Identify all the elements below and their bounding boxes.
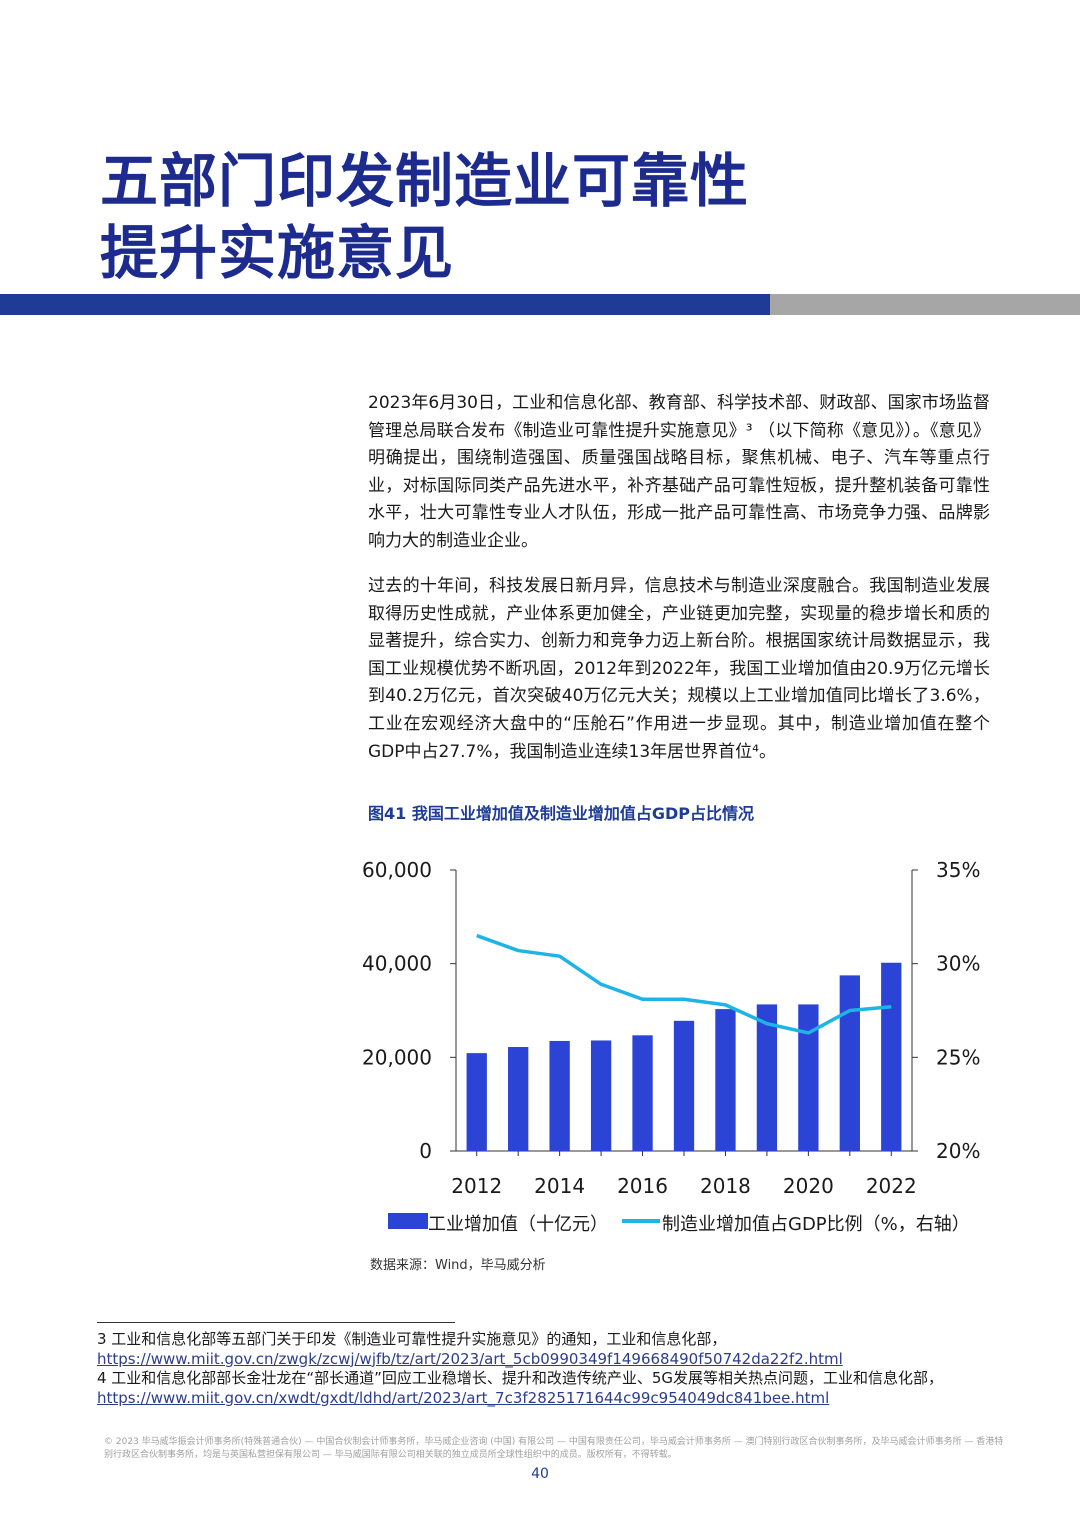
x-axis-tick-label: 2012 xyxy=(451,1174,502,1198)
combo-chart: 0 20,000 40,000 60,000 20% 25% 30% 35% 2012 2014 2… xyxy=(362,858,980,1235)
bar-2020 xyxy=(798,1004,819,1151)
legend-bar-swatch xyxy=(388,1213,428,1229)
x-axis-tick-label: 2018 xyxy=(700,1174,751,1198)
page-title-line-1: 五部门印发制造业可靠性 xyxy=(100,147,750,215)
figure-caption: 图41 我国工业增加值及制造业增加值占GDP占比情况 xyxy=(368,804,754,823)
bar-2015 xyxy=(590,1040,612,1151)
bar-2021 xyxy=(839,975,860,1151)
bar-2022 xyxy=(881,962,902,1151)
left-axis-tick-label: 60,000 xyxy=(362,858,432,882)
bar-2013 xyxy=(508,1047,529,1151)
bar-2017 xyxy=(673,1020,695,1151)
right-axis-tick-label: 35% xyxy=(936,858,980,882)
bar-2019 xyxy=(756,1004,778,1151)
left-axis-tick-label: 40,000 xyxy=(362,952,432,976)
bar-2018 xyxy=(715,1009,736,1151)
right-axis-tick-label: 30% xyxy=(936,952,980,976)
x-axis-tick-label: 2022 xyxy=(866,1174,917,1198)
copyright-notice: © 2023 毕马威华振会计师事务所(特殊普通合伙) — 中国合伙制会计师事务所… xyxy=(104,1437,1004,1460)
figure-source: 数据来源：Wind，毕马威分析 xyxy=(370,1258,546,1273)
right-axis-tick-label: 25% xyxy=(936,1045,980,1069)
page-number: 40 xyxy=(531,1466,549,1482)
page-title: 五部门印发制造业可靠性 提升实施意见 xyxy=(100,145,749,289)
bar-2016 xyxy=(632,1035,653,1151)
footnote-3-link[interactable]: https://www.miit.gov.cn/zwgk/zcwj/wjfb/t… xyxy=(97,1349,843,1368)
x-axis-tick-label: 2020 xyxy=(783,1174,834,1198)
left-axis-tick-label: 0 xyxy=(419,1139,432,1163)
title-divider-gray xyxy=(770,294,1080,315)
x-axis-tick-label: 2016 xyxy=(617,1174,668,1198)
bar-2012 xyxy=(466,1053,487,1151)
right-axis-tick-label: 20% xyxy=(936,1139,980,1163)
body-paragraph-1: 2023年6月30日，工业和信息化部、教育部、科学技术部、财政部、国家市场监督管… xyxy=(368,393,990,551)
legend-line-label: 制造业增加值占GDP比例（%，右轴） xyxy=(662,1214,970,1235)
bar-2014 xyxy=(549,1040,570,1151)
left-axis-tick-label: 20,000 xyxy=(362,1045,432,1069)
footnote-4: 4 工业和信息化部部长金壮龙在“部长通道”回应工业稳增长、提升和改造传统产业、5… xyxy=(97,1369,1037,1408)
footnote-3-text: 3 工业和信息化部等五部门关于印发《制造业可靠性提升实施意见》的通知，工业和信息… xyxy=(97,1330,727,1348)
line-series-gdp-share xyxy=(476,933,892,1035)
body-paragraph-2: 过去的十年间，科技发展日新月异，信息技术与制造业深度融合。我国制造业发展取得历史… xyxy=(368,576,990,762)
footnote-divider xyxy=(97,1322,455,1323)
legend-bar-label: 工业增加值（十亿元） xyxy=(428,1214,608,1235)
footnotes: 3 工业和信息化部等五部门关于印发《制造业可靠性提升实施意见》的通知，工业和信息… xyxy=(97,1330,1037,1408)
footnote-4-text: 4 工业和信息化部部长金壮龙在“部长通道”回应工业稳增长、提升和改造传统产业、5… xyxy=(97,1369,944,1387)
title-divider-blue xyxy=(0,294,770,315)
x-axis-tick-label: 2014 xyxy=(534,1174,585,1198)
footnote-3: 3 工业和信息化部等五部门关于印发《制造业可靠性提升实施意见》的通知，工业和信息… xyxy=(97,1330,1037,1369)
footnote-4-link[interactable]: https://www.miit.gov.cn/xwdt/gxdt/ldhd/a… xyxy=(97,1388,830,1407)
page-title-line-2: 提升实施意见 xyxy=(100,219,455,287)
